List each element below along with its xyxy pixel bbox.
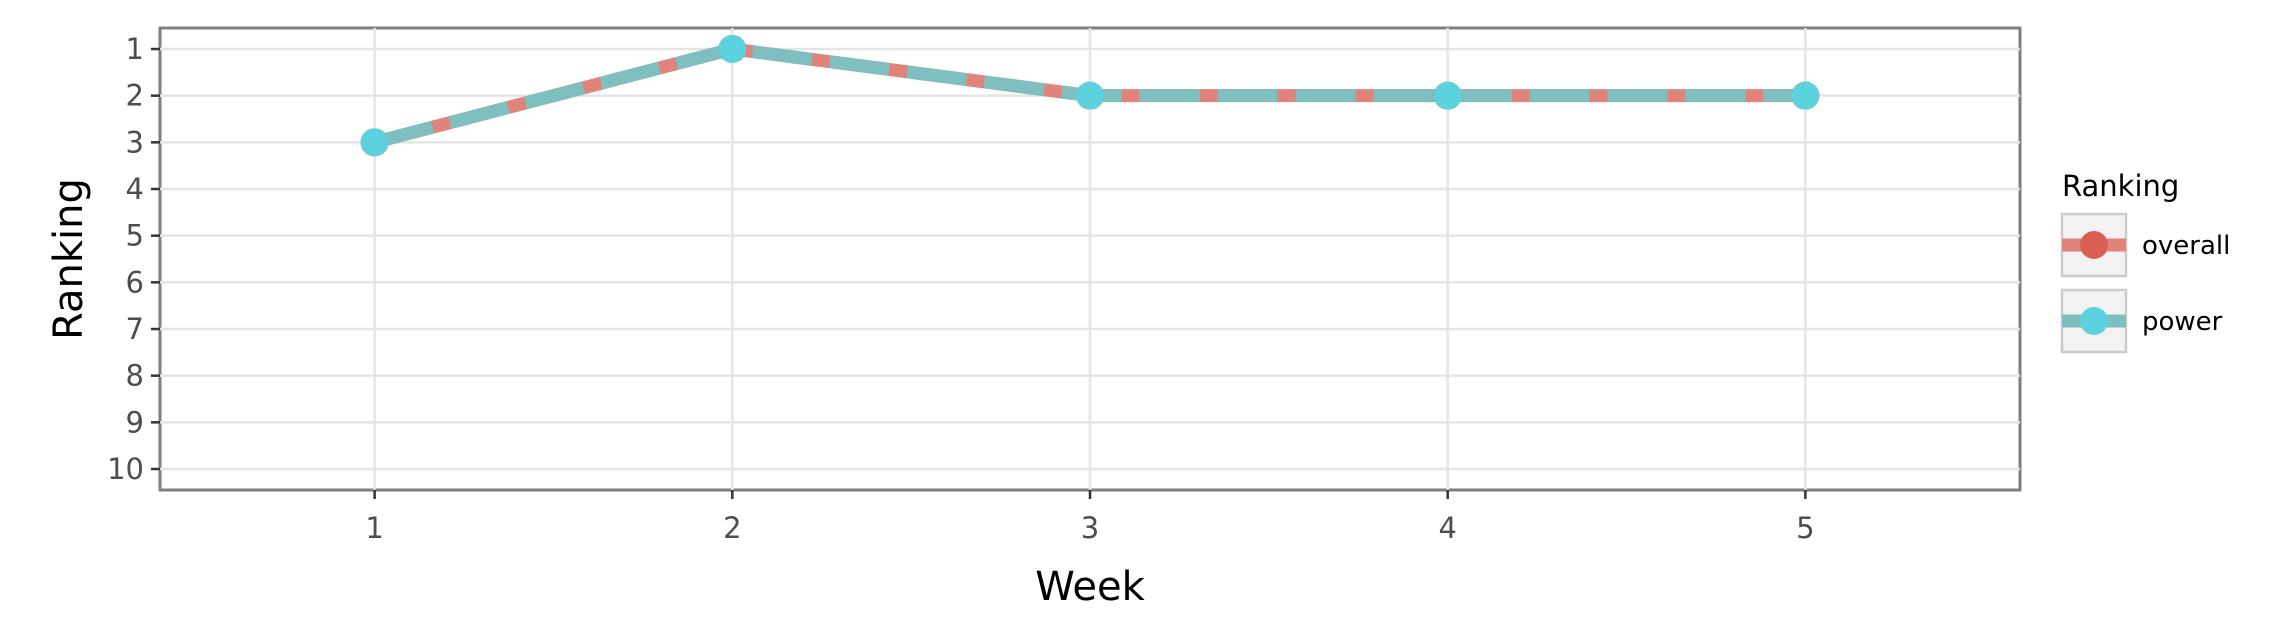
legend-item-overall: overall [2060, 212, 2230, 278]
legend-label: overall [2142, 231, 2230, 261]
y-tick-label: 6 [126, 265, 144, 299]
y-tick-label: 7 [126, 312, 144, 346]
x-axis: 1 2 3 4 5 [365, 490, 1815, 545]
point-power [360, 128, 389, 157]
x-tick-label: 3 [1081, 511, 1099, 545]
y-tick-label: 5 [126, 219, 144, 253]
point-power [1076, 81, 1104, 110]
y-tick-label: 10 [107, 452, 144, 486]
x-tick-label: 5 [1796, 511, 1814, 545]
y-tick-label: 1 [126, 32, 144, 66]
point-power [718, 35, 747, 63]
y-axis-title: Ranking [46, 178, 92, 340]
legend-title: Ranking [2062, 169, 2179, 203]
legend-label: power [2142, 307, 2223, 337]
legend-key-point [2080, 231, 2108, 259]
y-tick-label: 4 [126, 172, 144, 206]
legend: Ranking overall power [2060, 169, 2230, 354]
legend-item-power: power [2060, 288, 2223, 354]
x-tick-label: 1 [365, 511, 383, 545]
x-tick-label: 2 [723, 511, 741, 545]
series-points [360, 35, 1820, 157]
y-tick-label: 3 [126, 125, 144, 159]
point-power [1791, 81, 1820, 110]
y-tick-label: 2 [126, 79, 144, 113]
x-axis-title: Week [1035, 564, 1145, 610]
legend-key-point [2080, 307, 2108, 335]
point-power [1433, 81, 1462, 110]
plot-panel [158, 26, 2022, 492]
y-tick-label: 9 [126, 405, 144, 439]
y-axis: 1 2 3 4 5 6 7 8 9 10 [107, 32, 160, 486]
y-tick-label: 8 [126, 359, 144, 393]
x-tick-label: 4 [1438, 511, 1456, 545]
